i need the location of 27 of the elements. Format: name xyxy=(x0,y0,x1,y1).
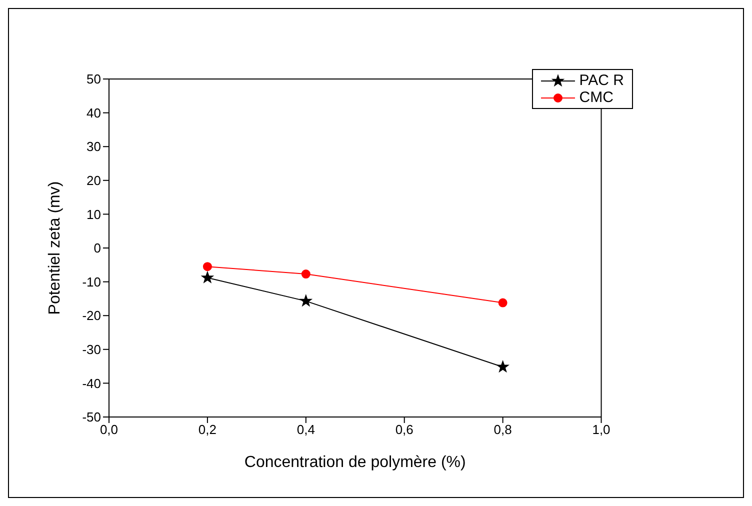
y-tick-label: 20 xyxy=(86,173,101,188)
y-axis-title: Potentiel zeta (mv) xyxy=(46,181,64,315)
y-tick-label: 30 xyxy=(86,139,101,154)
point xyxy=(497,360,509,372)
x-tick-label: 0,0 xyxy=(100,422,118,438)
y-tick-label: 0 xyxy=(94,240,101,256)
point xyxy=(202,262,212,272)
x-tick-label: 1,0 xyxy=(592,422,610,438)
y-tick-label: 10 xyxy=(86,206,101,222)
x-tick-label: 0,2 xyxy=(198,422,216,438)
legend-label: PAC R xyxy=(579,72,624,89)
x-axis-title: Concentration de polymère (%) xyxy=(244,454,466,471)
y-tick-label: -10 xyxy=(82,274,101,290)
point xyxy=(301,270,310,279)
point xyxy=(498,298,508,308)
y-tick-label: 40 xyxy=(86,105,101,120)
y-tick-label: -30 xyxy=(82,342,101,358)
x-tick-label: 0,8 xyxy=(494,422,512,438)
y-tick-label: -20 xyxy=(82,308,101,324)
x-tick-label: 0,4 xyxy=(296,422,315,438)
legend-label: CMC xyxy=(579,89,614,106)
point xyxy=(300,295,312,306)
y-tick-label: 50 xyxy=(86,72,101,87)
point xyxy=(202,272,214,283)
y-tick-label: -40 xyxy=(82,376,101,391)
x-tick-label: 0,6 xyxy=(395,422,414,438)
y-tick-label: -50 xyxy=(82,410,101,425)
